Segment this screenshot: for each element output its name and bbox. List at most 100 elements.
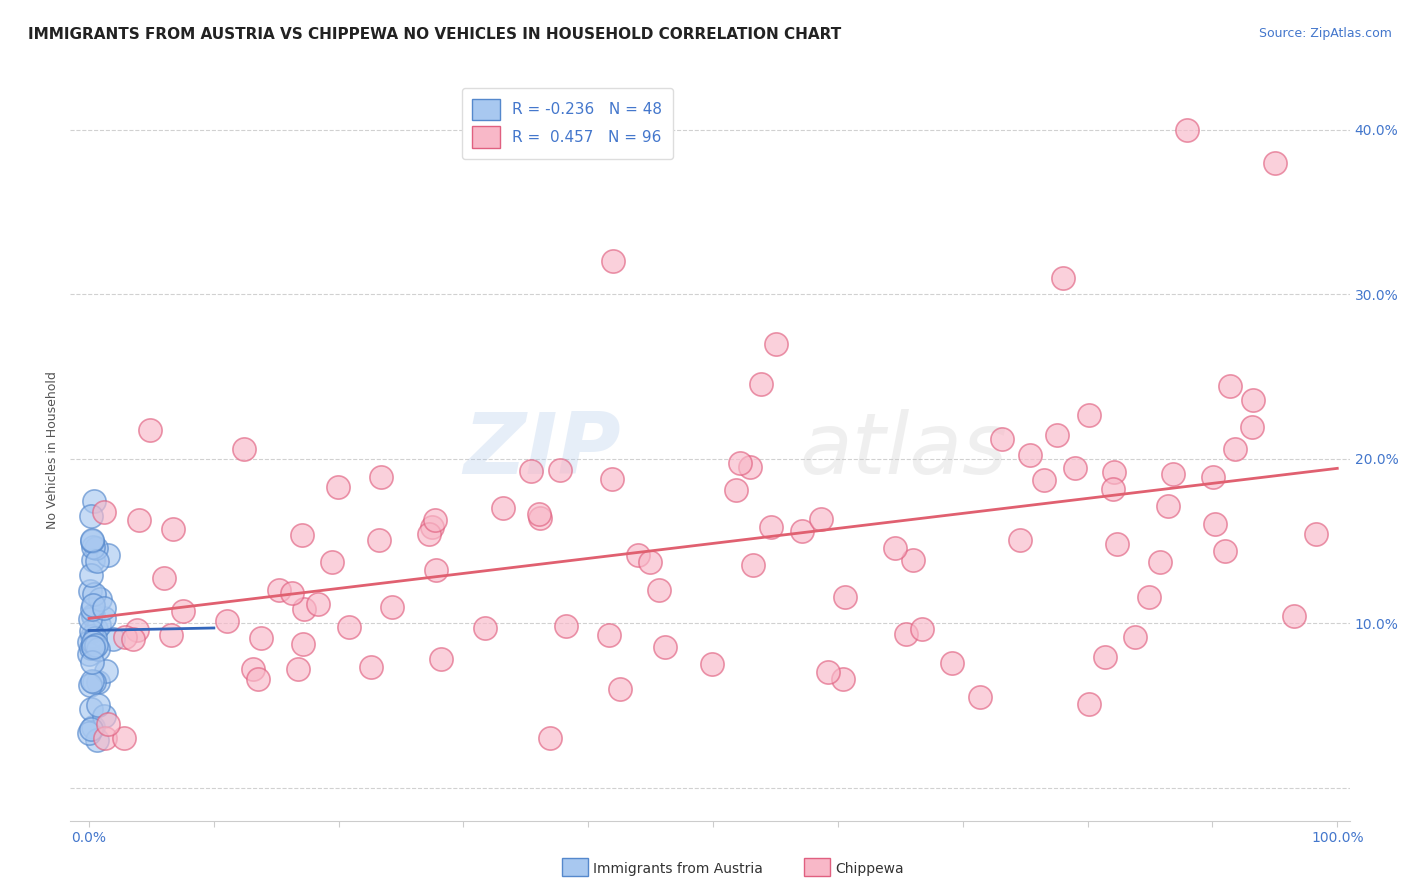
Point <box>82 609 104 624</box>
Point <box>82 533 104 548</box>
Point <box>529 511 551 525</box>
Point <box>1064 461 1087 475</box>
Point <box>79 640 101 655</box>
Point <box>648 583 671 598</box>
Point <box>1052 270 1074 285</box>
Point <box>82 640 104 654</box>
Point <box>790 524 813 538</box>
Point <box>1046 427 1069 442</box>
Point <box>307 597 329 611</box>
Point <box>600 472 623 486</box>
Point <box>1077 408 1099 422</box>
Point <box>291 527 314 541</box>
Point <box>83 587 105 601</box>
Point <box>894 627 917 641</box>
Point <box>425 564 447 578</box>
Text: Chippewa: Chippewa <box>835 862 904 876</box>
Point <box>247 672 270 686</box>
Point <box>84 638 107 652</box>
Point <box>360 660 382 674</box>
Point <box>759 519 782 533</box>
Point <box>292 602 315 616</box>
Point <box>598 628 620 642</box>
Point <box>370 470 392 484</box>
Point <box>418 526 440 541</box>
Point <box>1177 122 1199 136</box>
Point <box>112 731 135 746</box>
Point <box>80 655 103 669</box>
Point <box>97 717 120 731</box>
Point <box>292 637 315 651</box>
Point <box>101 632 124 646</box>
Point <box>83 675 105 690</box>
Point <box>1077 697 1099 711</box>
Point <box>1264 155 1286 169</box>
Point <box>86 554 108 568</box>
Point <box>80 723 103 737</box>
Point <box>1240 420 1263 434</box>
Point <box>287 662 309 676</box>
Point <box>810 512 832 526</box>
Point <box>152 571 174 585</box>
Point <box>1213 544 1236 558</box>
Point <box>128 513 150 527</box>
Point <box>730 456 752 470</box>
Point <box>654 640 676 654</box>
Point <box>1149 555 1171 569</box>
Point <box>1241 392 1264 407</box>
Point <box>86 698 108 712</box>
Point <box>79 678 101 692</box>
Point <box>162 522 184 536</box>
Legend: R = -0.236   N = 48, R =  0.457   N = 96: R = -0.236 N = 48, R = 0.457 N = 96 <box>461 88 673 159</box>
Y-axis label: No Vehicles in Household: No Vehicles in Household <box>46 372 59 529</box>
Point <box>139 423 162 437</box>
Point <box>93 506 115 520</box>
Point <box>740 459 762 474</box>
Point <box>550 463 572 477</box>
Point <box>249 631 271 645</box>
Point <box>901 552 924 566</box>
Point <box>82 720 104 734</box>
Point <box>125 623 148 637</box>
Point <box>86 732 108 747</box>
Point <box>337 620 360 634</box>
Point <box>381 599 404 614</box>
Point <box>638 555 661 569</box>
Point <box>80 702 103 716</box>
Point <box>84 541 107 555</box>
Point <box>554 619 576 633</box>
Point <box>423 513 446 527</box>
Text: ZIP: ZIP <box>463 409 620 492</box>
Point <box>1284 609 1306 624</box>
Point <box>1202 470 1225 484</box>
Text: atlas: atlas <box>800 409 1008 492</box>
Point <box>1137 590 1160 604</box>
Point <box>80 568 103 582</box>
Point <box>609 681 631 696</box>
Point <box>160 628 183 642</box>
Point <box>79 612 101 626</box>
Point <box>94 664 117 678</box>
Point <box>82 607 104 622</box>
Point <box>93 708 115 723</box>
Point <box>97 548 120 562</box>
Point <box>80 534 103 549</box>
Text: IMMIGRANTS FROM AUSTRIA VS CHIPPEWA NO VEHICLES IN HOUSEHOLD CORRELATION CHART: IMMIGRANTS FROM AUSTRIA VS CHIPPEWA NO V… <box>28 27 841 42</box>
Point <box>79 647 101 661</box>
Point <box>83 631 105 645</box>
Point <box>1019 448 1042 462</box>
Text: Immigrants from Austria: Immigrants from Austria <box>593 862 763 876</box>
Point <box>80 601 103 615</box>
Point <box>79 634 101 648</box>
Point <box>969 690 991 704</box>
Point <box>1123 630 1146 644</box>
Point <box>87 641 110 656</box>
Point <box>1305 527 1327 541</box>
Point <box>83 494 105 508</box>
Point <box>831 672 853 686</box>
Point <box>121 632 143 647</box>
Point <box>94 731 117 746</box>
Point <box>492 501 515 516</box>
Point <box>1102 465 1125 479</box>
Point <box>742 558 765 572</box>
